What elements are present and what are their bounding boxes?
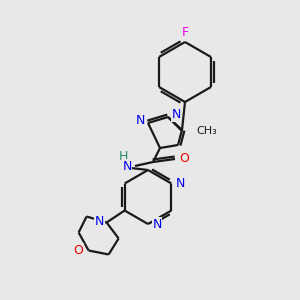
Text: F: F bbox=[182, 26, 189, 38]
Text: N: N bbox=[122, 160, 132, 172]
Text: H: H bbox=[118, 149, 128, 163]
Text: N: N bbox=[135, 115, 145, 128]
Text: O: O bbox=[179, 152, 189, 166]
Text: N: N bbox=[152, 218, 162, 230]
Text: N: N bbox=[95, 215, 104, 228]
Text: O: O bbox=[74, 244, 84, 257]
Text: CH₃: CH₃ bbox=[196, 126, 217, 136]
Text: N: N bbox=[176, 177, 185, 190]
Text: N: N bbox=[171, 109, 181, 122]
